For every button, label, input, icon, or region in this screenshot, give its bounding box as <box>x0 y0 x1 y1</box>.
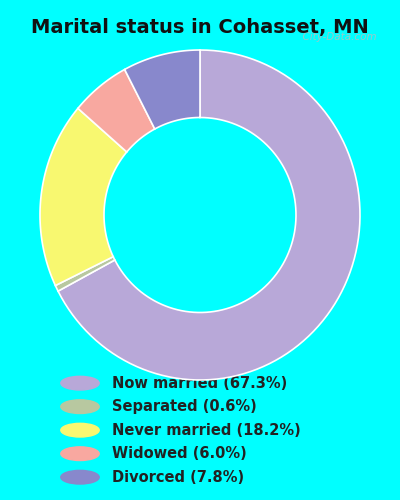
Text: Widowed (6.0%): Widowed (6.0%) <box>112 446 247 461</box>
Text: Never married (18.2%): Never married (18.2%) <box>112 422 301 438</box>
Circle shape <box>61 447 99 460</box>
PathPatch shape <box>125 50 200 129</box>
Circle shape <box>61 376 99 390</box>
PathPatch shape <box>55 256 115 291</box>
Text: City-Data.com: City-Data.com <box>296 32 377 42</box>
Circle shape <box>61 400 99 413</box>
Text: Marital status in Cohasset, MN: Marital status in Cohasset, MN <box>31 18 369 36</box>
PathPatch shape <box>40 108 127 286</box>
Text: Separated (0.6%): Separated (0.6%) <box>112 399 257 414</box>
Circle shape <box>61 424 99 437</box>
Text: Divorced (7.8%): Divorced (7.8%) <box>112 470 244 484</box>
Text: Now married (67.3%): Now married (67.3%) <box>112 376 287 390</box>
PathPatch shape <box>78 70 155 152</box>
PathPatch shape <box>58 50 360 380</box>
Circle shape <box>61 470 99 484</box>
